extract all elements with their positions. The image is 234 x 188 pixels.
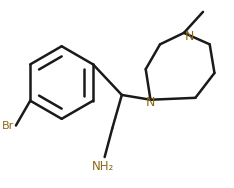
Text: N: N (146, 96, 155, 109)
Text: N: N (185, 30, 194, 43)
Text: NH₂: NH₂ (91, 160, 114, 173)
Text: Br: Br (2, 121, 14, 131)
